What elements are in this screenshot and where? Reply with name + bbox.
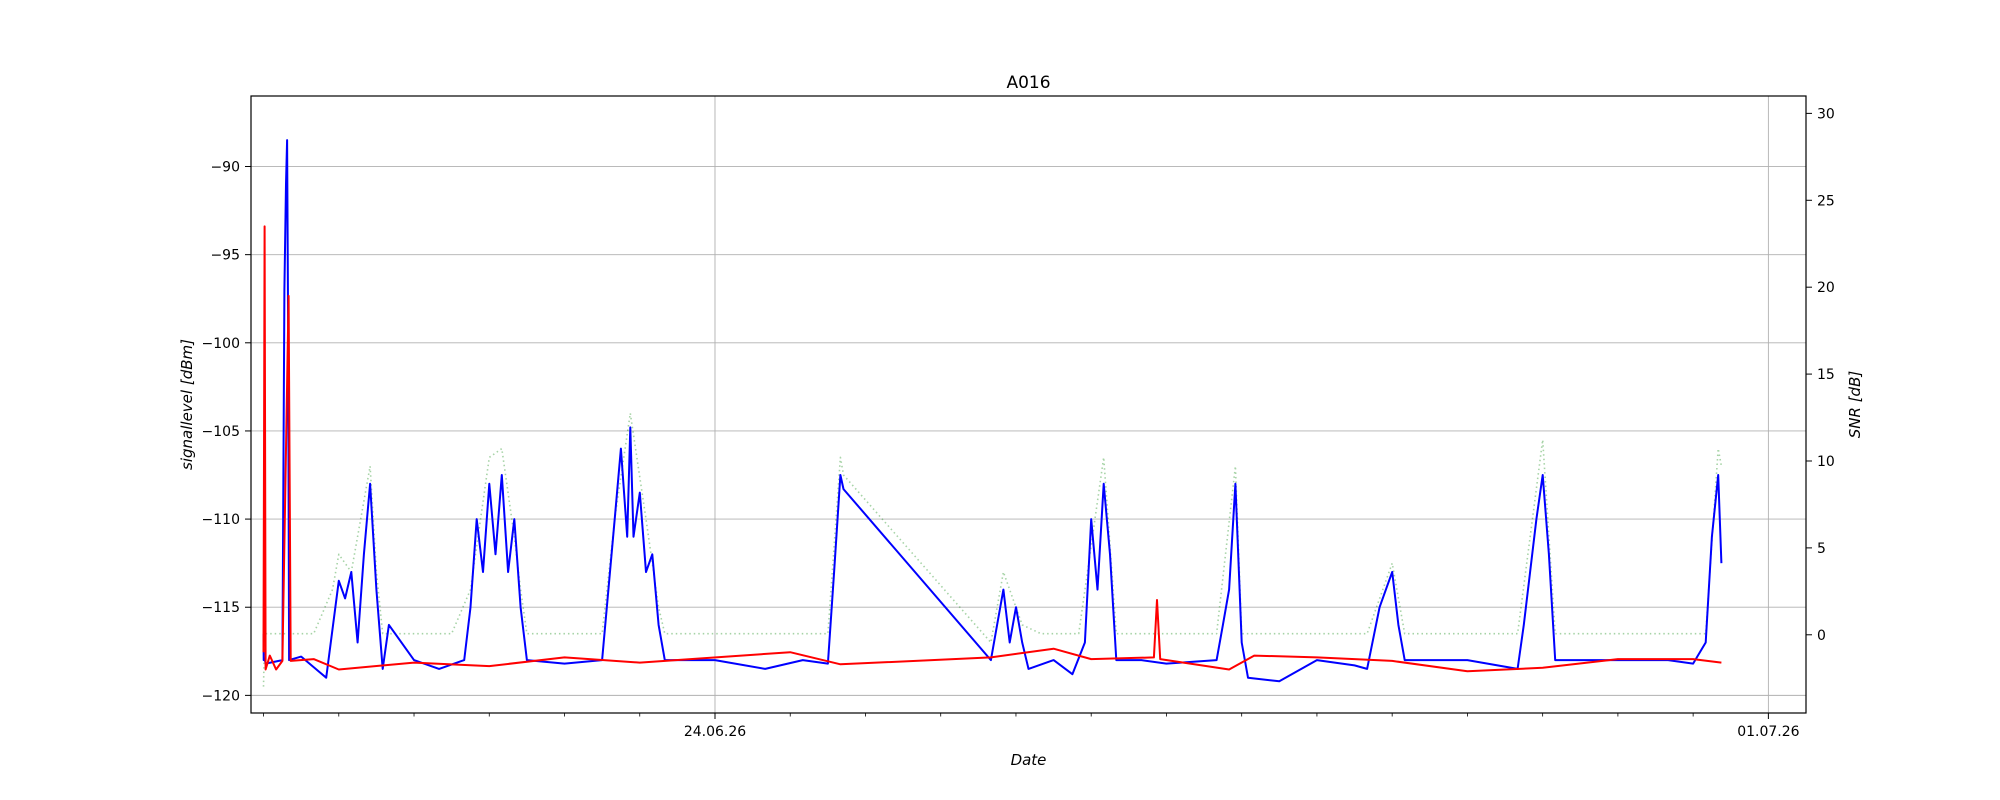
y-right-tick-label: 30 bbox=[1817, 106, 1835, 122]
series-line-3 bbox=[262, 225, 1722, 673]
y-left-tick-label: −100 bbox=[202, 336, 240, 352]
series-layer bbox=[262, 139, 1723, 687]
y-right-tick-label: 15 bbox=[1817, 367, 1835, 383]
y-left-tick-label: −110 bbox=[202, 512, 240, 528]
x-axis-label: Date bbox=[1011, 751, 1047, 769]
y-right-tick-label: 10 bbox=[1817, 454, 1835, 470]
plot-frame bbox=[250, 95, 1807, 714]
y-axis-label-left: signallevel [dBm] bbox=[178, 339, 196, 470]
y-axis-label-right: SNR [dB] bbox=[1846, 371, 1864, 439]
y-right-tick-label: 0 bbox=[1817, 628, 1826, 644]
y-right-tick-label: 20 bbox=[1817, 280, 1835, 296]
y-right-tick-label: 5 bbox=[1817, 541, 1826, 557]
y-left-tick-label: −115 bbox=[202, 600, 240, 616]
y-left-tick-label: −105 bbox=[202, 424, 240, 440]
x-tick-label: 24.06.26 bbox=[684, 724, 746, 740]
y-right-tick-label: 25 bbox=[1817, 193, 1835, 209]
grid-lines bbox=[251, 96, 1806, 713]
series-line-1 bbox=[262, 139, 1723, 683]
y-left-tick-label: −90 bbox=[210, 160, 240, 176]
y-left-tick-label: −95 bbox=[210, 248, 240, 264]
x-tick-label: 01.07.26 bbox=[1737, 724, 1799, 740]
chart-title: A016 bbox=[1006, 73, 1050, 93]
y-left-tick-label: −120 bbox=[202, 688, 240, 704]
tick-layer: −120 −115 −110 −105 −100 −95 −90 0 5 10 15 20 25 30 24… bbox=[202, 106, 1835, 740]
